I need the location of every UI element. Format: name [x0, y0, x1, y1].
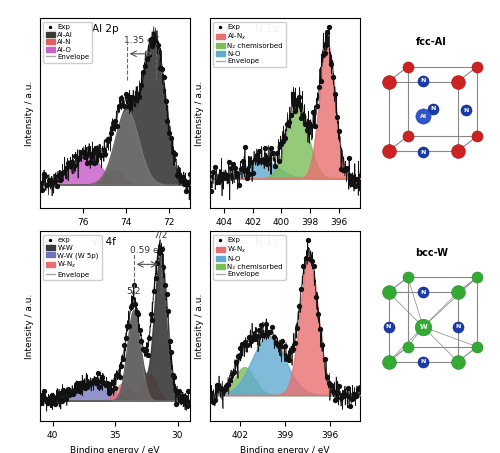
Text: (c): (c) — [44, 237, 64, 250]
Text: N: N — [420, 359, 426, 364]
Text: W: W — [420, 324, 427, 330]
Text: Al: Al — [420, 114, 426, 119]
Text: W 4f: W 4f — [92, 237, 116, 247]
Text: 5/2: 5/2 — [126, 286, 141, 295]
Text: N: N — [456, 324, 460, 329]
Text: 1.35 eV: 1.35 eV — [124, 36, 158, 45]
Text: fcc-Al: fcc-Al — [416, 37, 446, 47]
Text: N: N — [420, 78, 426, 83]
Text: 7/2: 7/2 — [154, 231, 168, 240]
Y-axis label: Intensity / a.u.: Intensity / a.u. — [196, 81, 204, 146]
Legend: Exp, Al-Al, Al-N, Al-O, Envelope: Exp, Al-Al, Al-N, Al-O, Envelope — [44, 22, 92, 63]
Text: (d): (d) — [214, 237, 235, 250]
Text: 0.59 eV: 0.59 eV — [130, 246, 164, 255]
X-axis label: Binding energy / eV: Binding energy / eV — [240, 446, 330, 453]
Text: N: N — [463, 108, 468, 113]
X-axis label: Binding energy / eV: Binding energy / eV — [240, 233, 330, 241]
Text: N 1s: N 1s — [255, 237, 278, 247]
Text: N: N — [386, 324, 391, 329]
Legend: exp, W-W, W-W (W 5p), W-N$_x$, Envelope: exp, W-W, W-W (W 5p), W-N$_x$, Envelope — [44, 235, 102, 280]
Text: Al 2p: Al 2p — [92, 24, 119, 34]
Text: N: N — [430, 106, 436, 111]
X-axis label: Binding energy / eV: Binding energy / eV — [70, 233, 160, 241]
Legend: Exp, Al-N$_x$, N₂ chemisorbed, N-O, Envelope: Exp, Al-N$_x$, N₂ chemisorbed, N-O, Enve… — [214, 22, 286, 67]
Legend: Exp, W-N$_x$, N-O, N₂ chemisorbed, Envelope: Exp, W-N$_x$, N-O, N₂ chemisorbed, Envel… — [214, 235, 286, 280]
X-axis label: Binding energy / eV: Binding energy / eV — [70, 446, 160, 453]
Text: N: N — [420, 290, 426, 295]
Text: (a): (a) — [44, 24, 65, 37]
Text: (b): (b) — [214, 24, 235, 37]
Y-axis label: Intensity / a.u.: Intensity / a.u. — [26, 294, 35, 359]
Text: N 1s: N 1s — [255, 24, 278, 34]
Text: bcc-W: bcc-W — [415, 248, 448, 258]
Text: N: N — [420, 149, 426, 154]
Y-axis label: Intensity / a.u.: Intensity / a.u. — [196, 294, 204, 359]
Y-axis label: Intensity / a.u.: Intensity / a.u. — [26, 81, 35, 146]
